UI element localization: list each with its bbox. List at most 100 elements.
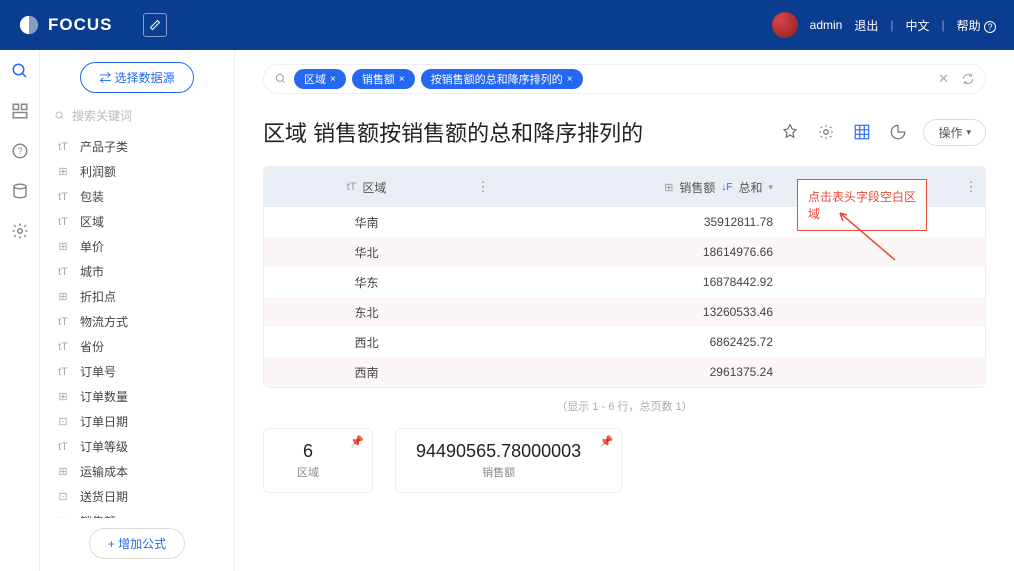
field-label: 订单等级 (80, 438, 128, 455)
field-type-icon: tT (54, 266, 72, 278)
add-formula-button[interactable]: + 增加公式 (89, 528, 185, 559)
col1-menu-icon[interactable]: ⋮ (469, 179, 497, 195)
chip-remove-icon[interactable]: × (330, 74, 336, 85)
pin-icon[interactable] (779, 121, 801, 143)
field-search[interactable]: 搜索关键词 (54, 107, 220, 124)
chip-remove-icon[interactable]: × (399, 74, 405, 85)
field-type-icon: tT (54, 216, 72, 228)
field-label: 订单数量 (80, 388, 128, 405)
field-label: 区域 (80, 213, 104, 230)
field-item[interactable]: ⊞ 订单数量 (54, 384, 220, 409)
field-item[interactable]: tT 订单号 (54, 359, 220, 384)
field-item[interactable]: tT 城市 (54, 259, 220, 284)
field-item[interactable]: ⊞ 折扣点 (54, 284, 220, 309)
search-placeholder: 搜索关键词 (72, 107, 132, 124)
field-label: 物流方式 (80, 313, 128, 330)
field-type-icon: ⊞ (54, 390, 72, 403)
main: 区域× 销售额× 按销售额的总和降序排列的× ✕ 区域 销售额按销售额的总和降序排列… (235, 50, 1014, 571)
field-label: 城市 (80, 263, 104, 280)
col-sales-header[interactable]: ⊞ 销售额 ↓F 总和 ▾ (497, 179, 797, 196)
field-item[interactable]: tT订单等级 (54, 434, 220, 459)
field-item[interactable]: ⊞ 单价 (54, 234, 220, 259)
chart-view-icon[interactable] (887, 121, 909, 143)
field-type-icon: ⊡ (54, 415, 72, 428)
help-rail-icon[interactable]: ? (11, 142, 29, 160)
chip-remove-icon[interactable]: × (567, 74, 573, 85)
field-label: 送货日期 (80, 488, 128, 505)
col-region-header[interactable]: tT 区域 (264, 179, 469, 196)
pin-small-icon[interactable]: 📌 (350, 435, 364, 448)
field-type-icon: ⊡ (54, 490, 72, 503)
logo-icon (18, 14, 40, 36)
field-label: 产品子类 (80, 138, 128, 155)
summary-card-region: 📌 6 区域 (263, 428, 373, 493)
field-list: tT产品子类⊞利润额tT包装tT区域⊞单价tT城市⊞折扣点tT物流方式tT省份t… (54, 134, 220, 518)
col2-menu-icon[interactable]: ⋮ (957, 179, 985, 195)
header-right: admin 退出 | 中文 | 帮助 ? (772, 12, 996, 38)
field-item[interactable]: ⊞ 销售额 (54, 509, 220, 518)
data-icon[interactable] (11, 182, 29, 200)
operate-button[interactable]: 操作 ▾ (923, 119, 986, 146)
field-item[interactable]: tT省份 (54, 334, 220, 359)
page-title: 区域 销售额按销售额的总和降序排列的 (263, 116, 643, 148)
avatar[interactable] (772, 12, 798, 38)
field-item[interactable]: tT 物流方式 (54, 309, 220, 334)
field-label: 利润额 (80, 163, 116, 180)
field-type-icon: tT (54, 366, 72, 378)
table-row: 华北⋮18614976.66⋮ (264, 237, 985, 267)
field-type-icon: ⊞ (54, 290, 72, 303)
app-header: FOCUS admin 退出 | 中文 | 帮助 ? (0, 0, 1014, 50)
query-chip[interactable]: 按销售额的总和降序排列的× (421, 69, 583, 89)
help-link[interactable]: 帮助 ? (957, 17, 996, 34)
result-table: tT 区域 ⋮ ⊞ 销售额 ↓F 总和 ▾ 点击表头字段空白区域 ⋮ 华南⋮35… (263, 166, 986, 388)
field-item[interactable]: ⊡ 送货日期 (54, 484, 220, 509)
table-view-icon[interactable] (851, 121, 873, 143)
lang-link[interactable]: 中文 (906, 17, 930, 34)
dashboard-icon[interactable] (11, 102, 29, 120)
field-item[interactable]: tT 区域 (54, 209, 220, 234)
summary-row: 📌 6 区域 📌 94490565.78000003 销售额 (263, 428, 986, 493)
field-label: 销售额 (80, 513, 116, 518)
select-source-button[interactable]: ⇄ 选择数据源 (80, 62, 193, 93)
query-bar: 区域× 销售额× 按销售额的总和降序排列的× ✕ (263, 64, 986, 94)
app-name: FOCUS (48, 15, 113, 35)
field-item[interactable]: tT 包装 (54, 184, 220, 209)
field-label: 订单号 (80, 363, 116, 380)
username: admin (810, 18, 843, 32)
field-label: 省份 (80, 338, 104, 355)
gear-icon[interactable] (815, 121, 837, 143)
pin-small-icon[interactable]: 📌 (599, 435, 613, 448)
callout-box: 点击表头字段空白区域 (797, 179, 927, 231)
clear-icon[interactable]: ✕ (938, 71, 949, 87)
field-item[interactable]: tT产品子类 (54, 134, 220, 159)
table-row: 西南⋮2961375.24⋮ (264, 357, 985, 387)
field-label: 订单日期 (80, 413, 128, 430)
refresh-icon[interactable] (961, 72, 975, 86)
field-type-icon: ⊞ (54, 515, 72, 518)
field-label: 折扣点 (80, 288, 116, 305)
field-label: 单价 (80, 238, 104, 255)
edit-icon[interactable] (143, 13, 167, 37)
search-icon[interactable] (11, 62, 29, 80)
field-item[interactable]: ⊞运输成本 (54, 459, 220, 484)
settings-icon[interactable] (11, 222, 29, 240)
query-chip[interactable]: 区域× (294, 69, 346, 89)
icon-rail: ? (0, 50, 40, 571)
search-small-icon (54, 110, 66, 122)
field-item[interactable]: ⊞ 利润额 (54, 159, 220, 184)
field-type-icon: ⊞ (54, 465, 72, 478)
query-search-icon (274, 72, 288, 86)
logo: FOCUS (18, 14, 113, 36)
query-chip[interactable]: 销售额× (352, 69, 415, 89)
logout-link[interactable]: 退出 (854, 17, 878, 34)
side-panel: ⇄ 选择数据源 搜索关键词 tT产品子类⊞利润额tT包装tT区域⊞单价tT城市⊞… (40, 50, 235, 571)
field-type-icon: ⊞ (54, 165, 72, 178)
field-item[interactable]: ⊡ 订单日期 (54, 409, 220, 434)
table-row: 西北⋮6862425.72⋮ (264, 327, 985, 357)
field-label: 包装 (80, 188, 104, 205)
table-row: 东北⋮13260533.46⋮ (264, 297, 985, 327)
field-type-icon: tT (54, 316, 72, 328)
field-type-icon: tT (54, 191, 72, 203)
field-type-icon: ⊞ (54, 240, 72, 253)
svg-text:?: ? (17, 146, 22, 156)
